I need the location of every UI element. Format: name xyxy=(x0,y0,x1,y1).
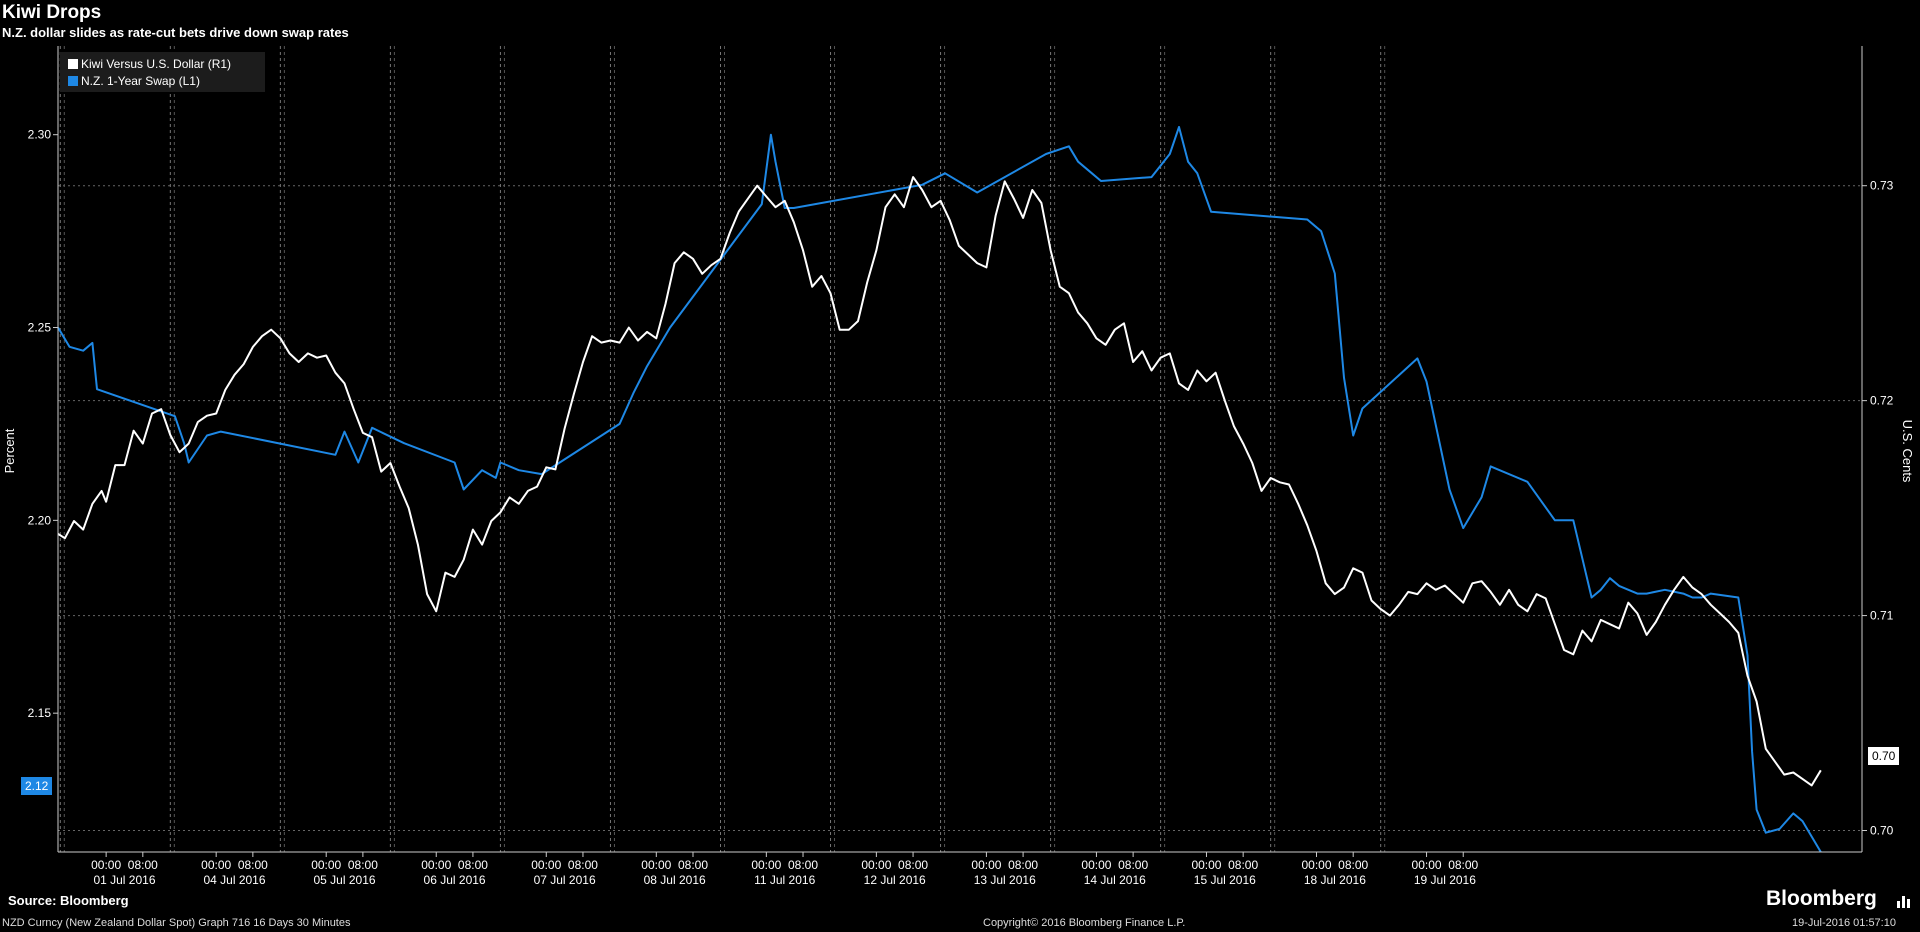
x-tick-label-time: 08:00 xyxy=(1338,858,1368,872)
x-tick-label-date: 11 Jul 2016 xyxy=(754,873,815,887)
y-tick-label-left: 2.30 xyxy=(28,128,52,142)
x-tick-label-date: 06 Jul 2016 xyxy=(424,873,486,887)
last-value-tag-right: 0.70 xyxy=(1868,747,1900,765)
x-tick-label-time: 08:00 xyxy=(128,858,158,872)
x-tick-label-time: 00:00 xyxy=(1081,858,1111,872)
x-tick-label-time: 00:00 xyxy=(311,858,341,872)
x-tick-label-time: 00:00 xyxy=(641,858,671,872)
legend-label-kiwi: Kiwi Versus U.S. Dollar (R1) xyxy=(81,57,232,71)
x-tick-label-date: 13 Jul 2016 xyxy=(974,873,1036,887)
x-tick-label-time: 08:00 xyxy=(1228,858,1258,872)
y-tick-label-left: 2.25 xyxy=(28,321,52,335)
x-tick-label-date: 14 Jul 2016 xyxy=(1084,873,1146,887)
last-value-tag-left: 2.12 xyxy=(21,777,53,795)
x-tick-label-date: 07 Jul 2016 xyxy=(534,873,596,887)
x-tick-label-date: 18 Jul 2016 xyxy=(1304,873,1366,887)
x-tick-label-time: 08:00 xyxy=(458,858,488,872)
x-tick-label-time: 08:00 xyxy=(1448,858,1478,872)
x-tick-label-time: 08:00 xyxy=(568,858,598,872)
series-layer xyxy=(57,126,1822,853)
x-tick-label-time: 08:00 xyxy=(348,858,378,872)
y-axis-label-left: Percent xyxy=(2,428,17,473)
legend: Kiwi Versus U.S. Dollar (R1) N.Z. 1-Year… xyxy=(60,52,265,92)
bloomberg-logo: Bloomberg xyxy=(1766,887,1877,910)
legend-swatch-swap xyxy=(68,76,78,86)
x-tick-label-time: 00:00 xyxy=(1412,858,1442,872)
x-tick-label-time: 00:00 xyxy=(751,858,781,872)
x-tick-label-time: 00:00 xyxy=(1301,858,1331,872)
x-tick-label-date: 05 Jul 2016 xyxy=(314,873,376,887)
x-tick-label-time: 08:00 xyxy=(898,858,928,872)
y-tick-label-right: 0.73 xyxy=(1870,179,1894,193)
x-tick-label-time: 00:00 xyxy=(1191,858,1221,872)
x-tick-label-date: 04 Jul 2016 xyxy=(203,873,265,887)
series-line-swap xyxy=(57,126,1822,853)
x-tick-label-date: 15 Jul 2016 xyxy=(1194,873,1256,887)
footer-copyright: Copyright© 2016 Bloomberg Finance L.P. xyxy=(983,917,1186,929)
x-tick-label-date: 01 Jul 2016 xyxy=(93,873,155,887)
x-tick-label-time: 00:00 xyxy=(421,858,451,872)
legend-item-swap: N.Z. 1-Year Swap (L1) xyxy=(68,74,200,88)
y-tick-label-right: 0.72 xyxy=(1870,394,1894,408)
x-tick-label-time: 08:00 xyxy=(1118,858,1148,872)
y-axis-label-right: U.S. Cents xyxy=(1900,420,1915,483)
footer-description: NZD Curncy (New Zealand Dollar Spot) Gra… xyxy=(2,917,351,929)
y-tick-label-left: 2.20 xyxy=(28,513,52,527)
bloomberg-chart-icon xyxy=(1897,896,1910,908)
x-tick-label-time: 00:00 xyxy=(861,858,891,872)
x-tick-label-time: 00:00 xyxy=(971,858,1001,872)
x-tick-label-time: 08:00 xyxy=(678,858,708,872)
x-tick-label-date: 08 Jul 2016 xyxy=(644,873,706,887)
legend-label-swap: N.Z. 1-Year Swap (L1) xyxy=(81,74,200,88)
y-tick-label-right: 0.70 xyxy=(1870,824,1894,838)
footer-timestamp: 19-Jul-2016 01:57:10 xyxy=(1792,917,1896,929)
axes: 2.15 2.20 2.25 2.30 0.70 0.71 0.72 0.73 00:00 08:… xyxy=(28,46,1894,887)
x-tick-label-time: 00:00 xyxy=(201,858,231,872)
chart-subtitle: N.Z. dollar slides as rate-cut bets driv… xyxy=(2,25,349,40)
series-line-kiwi xyxy=(57,176,1822,787)
source-label: Source: Bloomberg xyxy=(8,893,129,908)
chart-title: Kiwi Drops xyxy=(2,2,102,23)
legend-swatch-kiwi xyxy=(68,59,78,69)
x-tick-label-time: 00:00 xyxy=(91,858,121,872)
legend-item-kiwi: Kiwi Versus U.S. Dollar (R1) xyxy=(68,57,231,71)
grid-lines xyxy=(58,46,1862,852)
x-tick-label-time: 08:00 xyxy=(238,858,268,872)
x-tick-label-time: 08:00 xyxy=(788,858,818,872)
x-tick-label-time: 08:00 xyxy=(1008,858,1038,872)
y-tick-label-right: 0.71 xyxy=(1870,609,1894,623)
y-tick-label-left: 2.15 xyxy=(28,706,52,720)
x-tick-label-date: 19 Jul 2016 xyxy=(1414,873,1476,887)
x-tick-label-date: 12 Jul 2016 xyxy=(864,873,926,887)
x-tick-label-time: 00:00 xyxy=(531,858,561,872)
